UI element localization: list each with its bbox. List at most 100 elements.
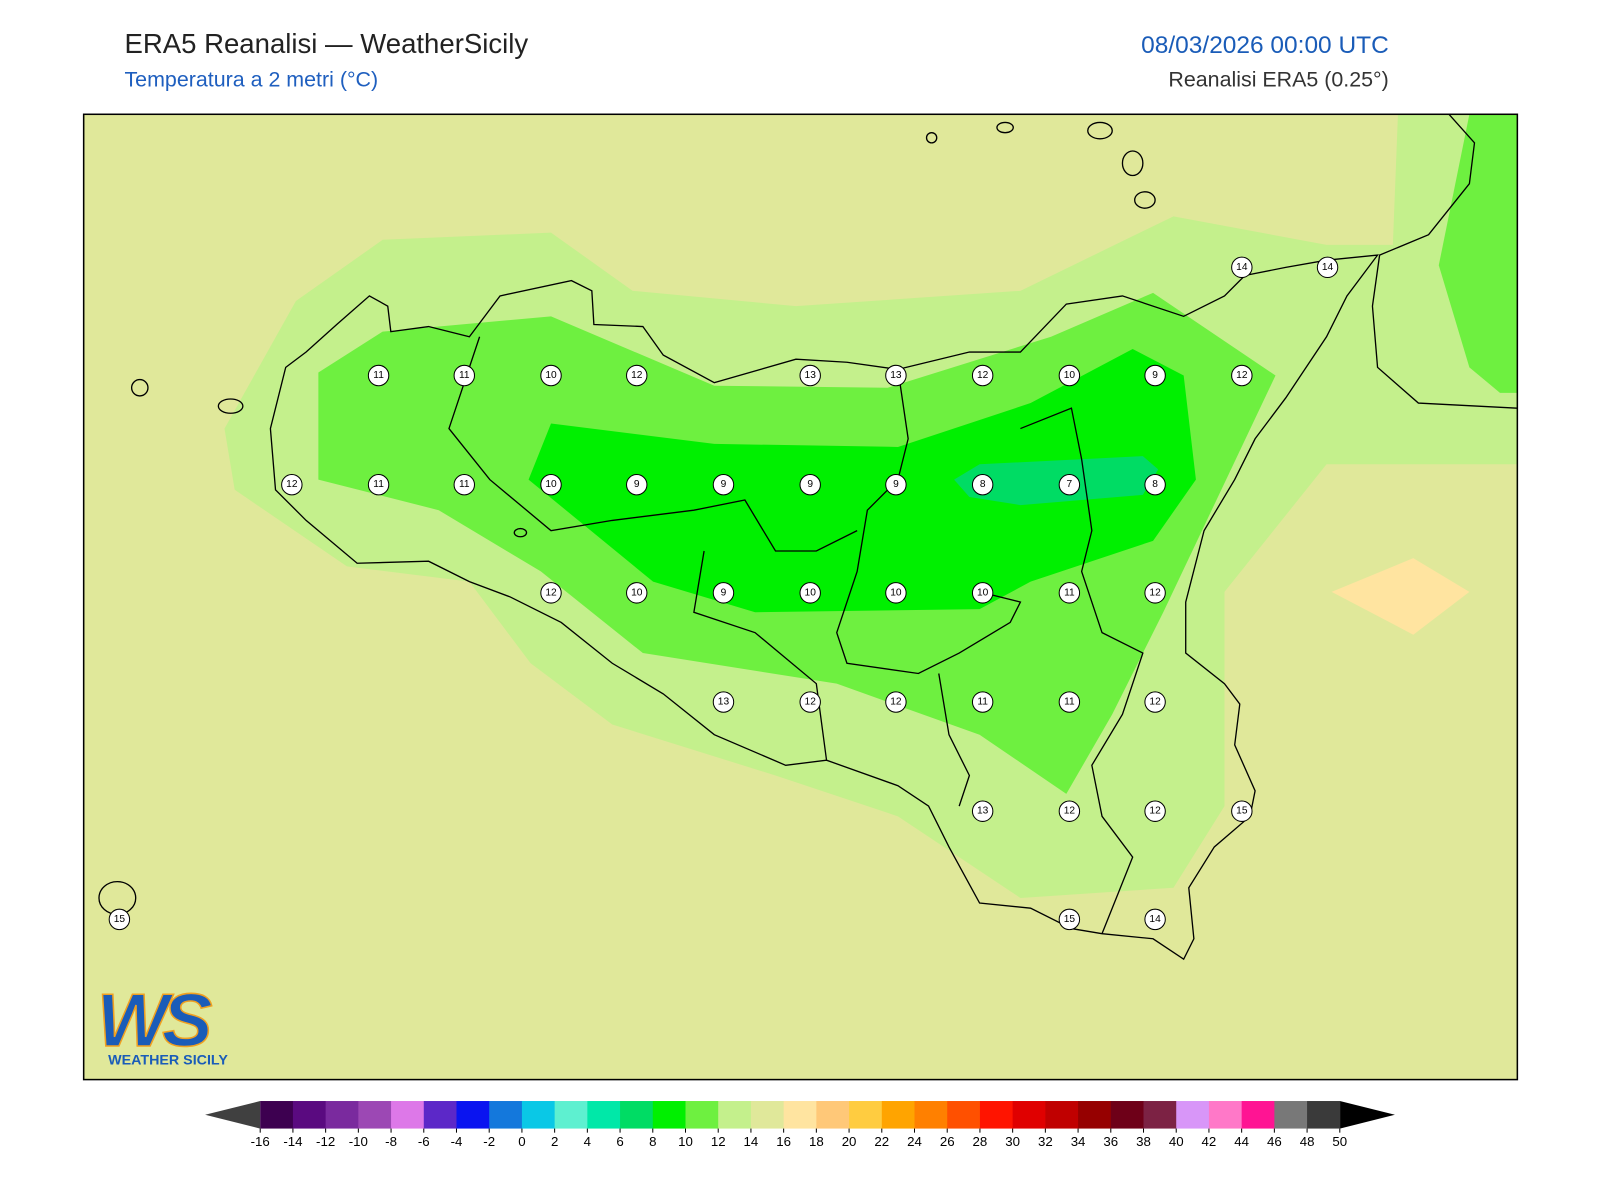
coastline bbox=[269, 254, 1379, 961]
colorbar-swatch bbox=[1012, 1101, 1046, 1129]
station: 10 bbox=[885, 582, 907, 604]
station: 7 bbox=[1058, 473, 1081, 496]
station: 12 bbox=[281, 473, 303, 496]
colorbar-swatch bbox=[1110, 1101, 1145, 1129]
station: 11 bbox=[453, 473, 475, 496]
station-marker bbox=[1144, 800, 1166, 822]
colorbar-tick-label: 32 bbox=[1038, 1134, 1053, 1149]
station-value: 12 bbox=[1149, 806, 1161, 817]
station: 8 bbox=[971, 473, 994, 496]
station-marker bbox=[540, 364, 562, 387]
station: 11 bbox=[1058, 582, 1081, 604]
station: 11 bbox=[1058, 691, 1081, 713]
station-value: 10 bbox=[977, 587, 989, 598]
station-value: 9 bbox=[893, 479, 899, 490]
colorbar-tick-label: 18 bbox=[809, 1134, 824, 1149]
colorbar-swatch bbox=[456, 1101, 490, 1129]
colorbar-swatch bbox=[914, 1101, 948, 1129]
colorbar-tick-label: 20 bbox=[842, 1134, 857, 1149]
colorbar-swatch bbox=[718, 1101, 752, 1129]
station-value: 13 bbox=[718, 697, 730, 708]
colorbar-tick-label: 4 bbox=[584, 1134, 591, 1149]
colorbar-swatch bbox=[652, 1101, 687, 1129]
station-marker bbox=[712, 691, 735, 713]
colorbar-tick-label: 50 bbox=[1332, 1134, 1347, 1149]
colorbar-swatch bbox=[1208, 1101, 1243, 1129]
station: 15 bbox=[108, 908, 131, 931]
station: 13 bbox=[799, 364, 821, 387]
station-value: 13 bbox=[890, 370, 902, 381]
station: 15 bbox=[1058, 908, 1081, 931]
band-16-18 bbox=[1331, 558, 1470, 635]
station-marker bbox=[626, 364, 648, 387]
station: 10 bbox=[1058, 364, 1081, 387]
station-marker bbox=[1058, 473, 1081, 496]
colorbar-tick-label: -8 bbox=[385, 1134, 397, 1149]
station-value: 12 bbox=[545, 587, 557, 598]
colorbar-swatch bbox=[1241, 1101, 1275, 1129]
colorbar-swatch bbox=[947, 1101, 981, 1129]
colorbar-tick-label: 46 bbox=[1267, 1134, 1282, 1149]
band-8-10 bbox=[528, 348, 1196, 613]
station-value: 8 bbox=[1152, 479, 1158, 490]
station-value: 9 bbox=[721, 479, 727, 490]
station: 12 bbox=[540, 582, 562, 604]
station-marker bbox=[540, 582, 562, 604]
colorbar-tick-label: 24 bbox=[907, 1134, 922, 1149]
colorbar-tick-label: -4 bbox=[451, 1134, 463, 1149]
colorbar-swatch bbox=[1274, 1101, 1308, 1129]
station-value: 9 bbox=[634, 479, 640, 490]
station-marker bbox=[1231, 800, 1253, 822]
colorbar-tick-label: 28 bbox=[973, 1134, 988, 1149]
colorbar-tick-label: -16 bbox=[251, 1134, 270, 1149]
island bbox=[925, 131, 938, 144]
colorbar-over bbox=[1339, 1101, 1395, 1129]
station: 9 bbox=[626, 473, 648, 496]
colorbar-tick-label: 0 bbox=[518, 1134, 525, 1149]
station: 9 bbox=[1144, 364, 1166, 387]
colorbar-swatch bbox=[750, 1101, 785, 1129]
station-value: 7 bbox=[1067, 479, 1073, 490]
station-value: 12 bbox=[1149, 587, 1161, 598]
station-value: 12 bbox=[1064, 806, 1076, 817]
station-marker bbox=[1144, 364, 1166, 387]
station-value: 10 bbox=[631, 587, 643, 598]
colorbar-swatch bbox=[685, 1101, 719, 1129]
colorbar-tick-label: 8 bbox=[649, 1134, 656, 1149]
station-marker bbox=[971, 800, 994, 822]
station-value: 11 bbox=[459, 370, 470, 381]
station-value: 12 bbox=[977, 370, 989, 381]
station: 11 bbox=[453, 364, 475, 387]
colorbar-swatch bbox=[358, 1101, 392, 1129]
station: 8 bbox=[1144, 473, 1166, 496]
logo-mark: WS bbox=[97, 979, 212, 1063]
station-value: 12 bbox=[286, 479, 298, 490]
station-marker bbox=[1144, 691, 1166, 713]
station-value: 11 bbox=[1064, 697, 1075, 708]
island bbox=[513, 527, 528, 538]
station-value: 15 bbox=[114, 914, 126, 925]
colorbar-swatch bbox=[1307, 1101, 1341, 1129]
colorbar-tick-label: 6 bbox=[616, 1134, 623, 1149]
colorbar-tick-label: 30 bbox=[1005, 1134, 1020, 1149]
colorbar-swatch bbox=[325, 1101, 359, 1129]
station-marker bbox=[626, 582, 648, 604]
colorbar-swatch bbox=[1078, 1101, 1112, 1129]
colorbar-swatch bbox=[423, 1101, 458, 1129]
station-value: 15 bbox=[1236, 806, 1248, 817]
station-marker bbox=[1316, 256, 1339, 279]
station: 13 bbox=[885, 364, 907, 387]
station: 12 bbox=[971, 364, 994, 387]
island bbox=[1134, 191, 1156, 209]
station-value: 9 bbox=[721, 587, 727, 598]
station: 9 bbox=[712, 473, 735, 496]
station-value: 14 bbox=[1236, 262, 1248, 273]
station-marker bbox=[971, 364, 994, 387]
colorbar-tick-label: 44 bbox=[1234, 1134, 1249, 1149]
colorbar-tick-label: 2 bbox=[551, 1134, 558, 1149]
station: 12 bbox=[1144, 691, 1166, 713]
colorbar-tick-label: -2 bbox=[483, 1134, 495, 1149]
station-marker bbox=[712, 582, 735, 604]
station-value: 8 bbox=[980, 479, 986, 490]
